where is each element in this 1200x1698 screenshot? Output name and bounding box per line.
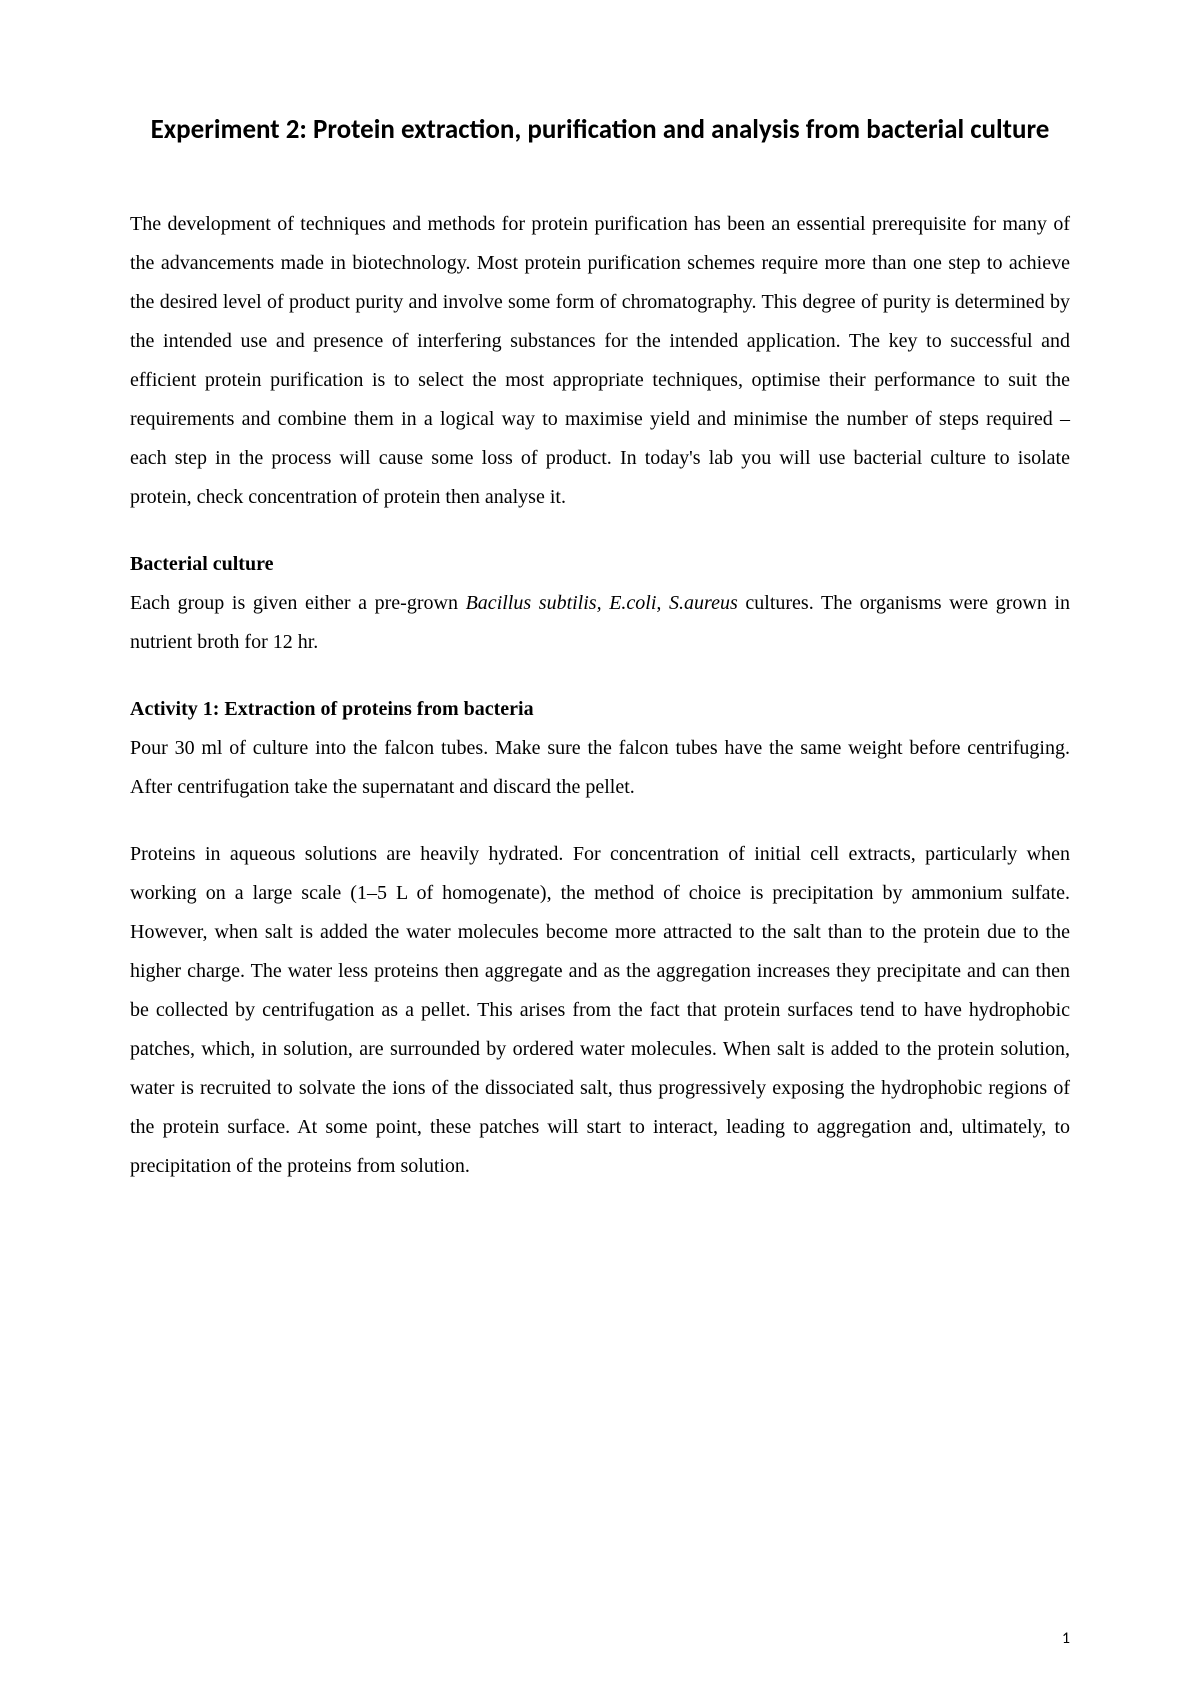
intro-paragraph: The development of techniques and method… bbox=[130, 205, 1070, 517]
bacterial-culture-text: Each group is given either a pre-grown B… bbox=[130, 584, 1070, 662]
bacterial-culture-section: Bacterial culture Each group is given ei… bbox=[130, 545, 1070, 662]
page-number: 1 bbox=[1062, 1629, 1070, 1648]
activity-1-heading: Activity 1: Extraction of proteins from … bbox=[130, 690, 1070, 729]
activity-1-section: Activity 1: Extraction of proteins from … bbox=[130, 690, 1070, 1186]
activity-1-paragraph-1: Pour 30 ml of culture into the falcon tu… bbox=[130, 729, 1070, 807]
bacterial-text-before: Each group is given either a pre-grown bbox=[130, 592, 466, 614]
activity-1-paragraph-2: Proteins in aqueous solutions are heavil… bbox=[130, 835, 1070, 1186]
document-title: Experiment 2: Protein extraction, purifi… bbox=[130, 110, 1070, 149]
bacterial-culture-heading: Bacterial culture bbox=[130, 545, 1070, 584]
bacterial-species-names: Bacillus subtilis, E.coli, S.aureus bbox=[466, 592, 738, 614]
